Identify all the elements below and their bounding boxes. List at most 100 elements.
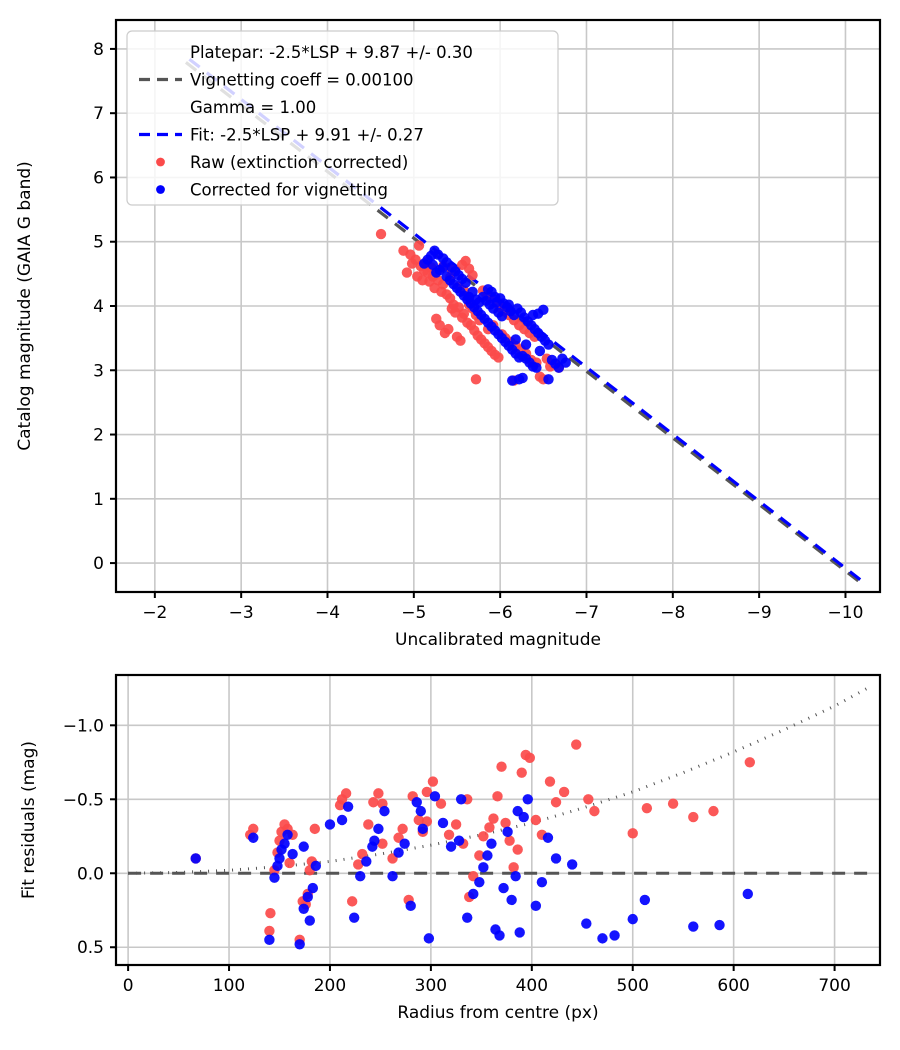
data-point bbox=[387, 871, 398, 882]
data-point bbox=[348, 912, 360, 923]
data-point bbox=[443, 829, 455, 840]
y-tick-label: −1.0 bbox=[63, 716, 104, 736]
data-point bbox=[445, 841, 457, 852]
legend: Platepar: -2.5*LSP + 9.87 +/- 0.30 Vignet… bbox=[126, 30, 559, 206]
data-point bbox=[302, 891, 313, 903]
x-tick-label: −7 bbox=[574, 603, 599, 623]
data-point bbox=[421, 786, 433, 798]
y-tick-label: −0.5 bbox=[63, 790, 104, 810]
data-point bbox=[478, 862, 489, 873]
data-point bbox=[460, 277, 471, 289]
data-point bbox=[506, 894, 517, 906]
x-tick-label: −5 bbox=[401, 603, 426, 623]
data-point bbox=[571, 739, 582, 750]
data-point bbox=[493, 352, 504, 363]
data-point bbox=[441, 289, 452, 300]
data-point bbox=[369, 835, 380, 846]
data-point bbox=[504, 835, 515, 846]
data-point bbox=[498, 882, 509, 894]
data-point bbox=[431, 313, 442, 325]
data-point bbox=[512, 844, 523, 855]
data-point bbox=[493, 307, 504, 318]
data-point bbox=[542, 832, 554, 843]
x-tick-label: −3 bbox=[229, 603, 254, 623]
data-point bbox=[405, 900, 416, 912]
data-point bbox=[413, 814, 424, 826]
data-point bbox=[524, 752, 535, 764]
data-point bbox=[427, 776, 439, 787]
data-point bbox=[609, 930, 620, 941]
data-point bbox=[342, 801, 354, 812]
data-point bbox=[530, 814, 542, 826]
data-point bbox=[439, 327, 451, 339]
x-tick-label: 400 bbox=[516, 976, 548, 996]
y-tick-label: 4 bbox=[93, 297, 104, 317]
data-point bbox=[264, 925, 275, 937]
data-point bbox=[418, 258, 430, 269]
data-point bbox=[346, 896, 358, 907]
legend-entry-4[interactable]: Raw (extinction corrected) bbox=[156, 153, 408, 172]
y-tick-label: 0 bbox=[93, 554, 104, 574]
data-point bbox=[413, 240, 425, 251]
y-axis-label: Catalog magnitude (GAIA G band) bbox=[15, 161, 35, 451]
x-tick-label: 500 bbox=[617, 976, 649, 996]
legend-entry-5[interactable]: Corrected for vignetting bbox=[156, 181, 388, 200]
data-point bbox=[520, 339, 532, 350]
legend-entry-1[interactable]: Vignetting coeff = 0.00100 bbox=[139, 71, 414, 90]
data-point bbox=[397, 823, 408, 835]
legend-entry-label: Fit: -2.5*LSP + 9.91 +/- 0.27 bbox=[190, 126, 424, 145]
data-point bbox=[500, 817, 511, 829]
data-point bbox=[401, 267, 413, 278]
data-point bbox=[446, 303, 458, 314]
data-point bbox=[468, 888, 479, 900]
data-point bbox=[470, 374, 482, 385]
data-point bbox=[482, 850, 493, 861]
x-tick-label: −2 bbox=[142, 603, 167, 623]
data-point bbox=[688, 811, 699, 823]
legend-dot-icon bbox=[156, 185, 165, 194]
y-axis-label: Fit residuals (mag) bbox=[19, 741, 39, 899]
legend-entry-2[interactable]: Gamma = 1.00 bbox=[190, 98, 316, 117]
data-point bbox=[589, 805, 600, 817]
data-point bbox=[597, 933, 608, 944]
y-tick-label: 2 bbox=[93, 426, 104, 446]
series-corrected bbox=[418, 245, 571, 386]
data-point bbox=[417, 823, 429, 835]
data-point bbox=[379, 805, 390, 817]
data-point bbox=[406, 258, 418, 269]
data-point bbox=[287, 848, 298, 860]
data-point bbox=[355, 871, 366, 882]
legend-entry-label: Corrected for vignetting bbox=[190, 181, 388, 200]
data-point bbox=[543, 339, 554, 350]
data-point bbox=[284, 857, 295, 869]
legend-entry-0[interactable]: Platepar: -2.5*LSP + 9.87 +/- 0.30 bbox=[190, 43, 473, 62]
data-point bbox=[550, 853, 562, 864]
data-point bbox=[336, 794, 348, 805]
data-point bbox=[486, 838, 497, 849]
legend-entry-3[interactable]: Fit: -2.5*LSP + 9.91 +/- 0.27 bbox=[139, 126, 424, 145]
legend-entry-label: Gamma = 1.00 bbox=[190, 98, 316, 117]
data-point bbox=[453, 835, 465, 846]
data-point bbox=[264, 934, 275, 946]
data-point bbox=[742, 888, 753, 900]
data-point bbox=[639, 894, 651, 906]
y-tick-label: 7 bbox=[93, 104, 104, 124]
data-point bbox=[310, 860, 322, 872]
data-point bbox=[550, 797, 562, 808]
data-point bbox=[494, 930, 505, 941]
data-point bbox=[534, 345, 546, 357]
data-point bbox=[496, 761, 507, 772]
line-vignetting-curve bbox=[128, 685, 871, 875]
data-point bbox=[510, 871, 521, 882]
data-point bbox=[708, 805, 719, 817]
data-point bbox=[415, 805, 426, 817]
data-point bbox=[412, 271, 423, 282]
data-point bbox=[474, 876, 485, 888]
data-point bbox=[450, 819, 462, 830]
data-point bbox=[531, 362, 542, 373]
data-point bbox=[536, 876, 548, 888]
data-point bbox=[353, 859, 364, 870]
legend-dot-icon bbox=[156, 157, 165, 167]
